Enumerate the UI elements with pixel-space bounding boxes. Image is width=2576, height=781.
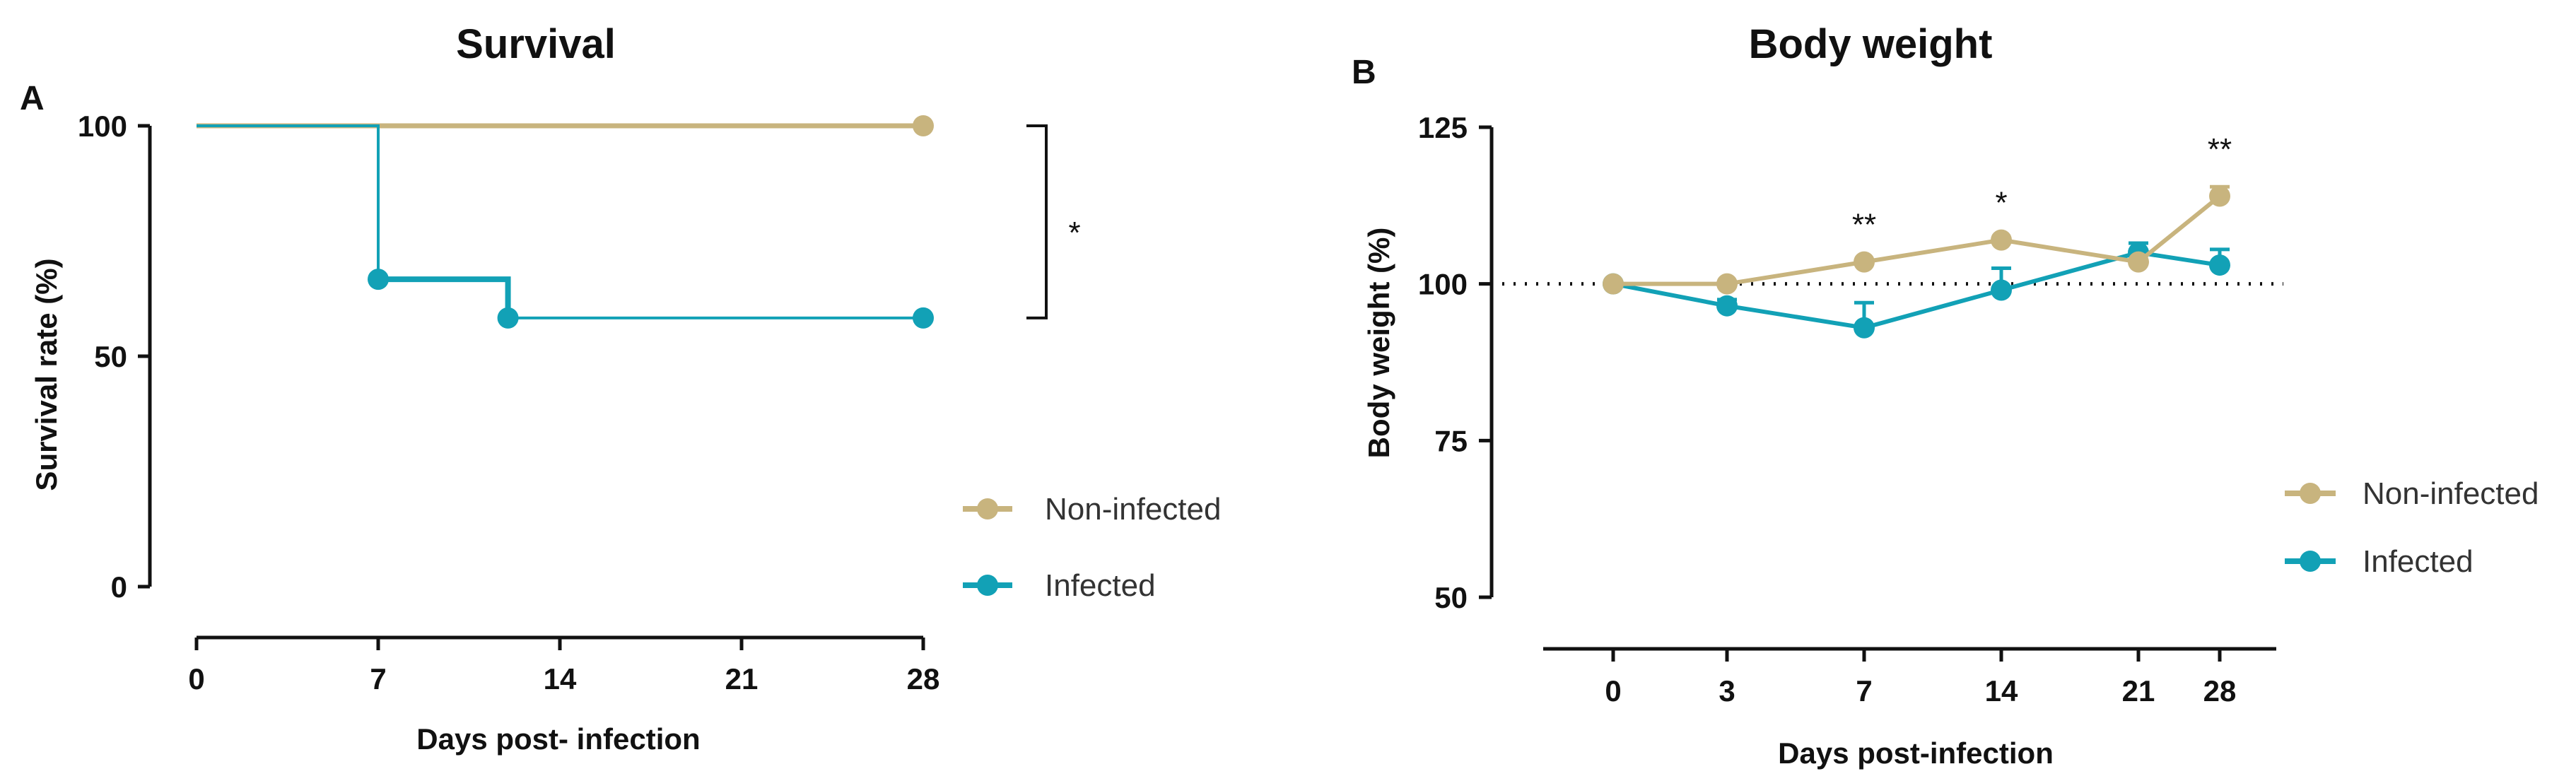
panel-b-x-tick-label: 3 — [1719, 674, 1735, 707]
panel-a-x-tick-label: 7 — [370, 662, 386, 695]
panel-a-y-tick-label: 0 — [111, 570, 127, 604]
km-line-infected — [197, 124, 923, 319]
panel-b-series — [1603, 184, 2230, 339]
panel-b-x-label: Days post-infection — [1778, 736, 2054, 770]
panel-b-y-tick-label: 100 — [1418, 268, 1468, 301]
km-series-infected — [197, 124, 934, 329]
legend-label-non-infected: Non-infected — [1045, 492, 1221, 527]
legend-label-infected: Infected — [1045, 568, 1156, 603]
bw-line-infected — [1612, 250, 2220, 330]
panel-a-x-tick-label: 21 — [725, 662, 759, 695]
legend-label-non-infected: Non-infected — [2363, 476, 2539, 511]
panel-b: Body weight B 50 75 100 125 0 3 7 14 21 28 Body … — [1352, 21, 2539, 770]
panel-b-y-tick-label: 75 — [1434, 424, 1468, 457]
panel-b-y-label: Body weight (%) — [1362, 228, 1395, 459]
panel-b-legend-infected: Infected — [2285, 544, 2473, 579]
significance-star: ** — [2208, 132, 2232, 167]
panel-a-legend-non-infected: Non-infected — [963, 492, 1221, 527]
significance-star: ** — [1852, 208, 1876, 242]
panel-a-series — [197, 115, 934, 329]
panel-b-y-tick-label: 125 — [1418, 111, 1468, 144]
panel-b-letter: B — [1352, 54, 1376, 91]
panel-a-x-tick-label: 0 — [188, 662, 204, 695]
bw-marker-infected — [2209, 254, 2230, 276]
km-step-infected — [378, 276, 511, 318]
panel-b-x-tick-label: 14 — [1985, 674, 2018, 707]
panel-b-x-tick-label: 7 — [1856, 674, 1872, 707]
panel-a-x-tick-label: 14 — [544, 662, 577, 695]
panel-a: Survival A 0 50 100 0 7 14 21 28 Survival rate… — [20, 21, 1221, 756]
panel-b-y-tick-label: 50 — [1434, 581, 1468, 614]
bw-marker-non-infected — [1854, 251, 1875, 273]
panel-b-title: Body weight — [1749, 21, 1993, 67]
panel-b-x-tick-label: 21 — [2122, 674, 2155, 707]
km-marker-infected — [497, 307, 519, 329]
legend-label-infected: Infected — [2363, 544, 2473, 579]
panel-b-legend: Non-infected Infected — [2285, 476, 2539, 579]
panel-a-legend: Non-infected Infected — [963, 492, 1221, 603]
bw-marker-non-infected — [2209, 185, 2230, 207]
bw-marker-infected — [1991, 279, 2012, 301]
panel-b-legend-non-infected: Non-infected — [2285, 476, 2539, 511]
bw-marker-non-infected — [1716, 273, 1738, 295]
bw-series-non-infected — [1603, 184, 2230, 295]
bw-marker-infected — [1854, 317, 1875, 339]
panel-a-legend-infected: Infected — [963, 568, 1156, 603]
legend-marker-non-infected — [977, 498, 998, 519]
legend-marker-infected — [2300, 551, 2321, 572]
panel-b-x-ticks: 0 3 7 14 21 28 — [1605, 649, 2236, 707]
panel-a-significance: * — [1026, 124, 1081, 319]
panel-a-x-tick-label: 28 — [907, 662, 940, 695]
legend-marker-non-infected — [2300, 483, 2321, 504]
panel-b-x-tick-label: 28 — [2203, 674, 2237, 707]
panel-a-title: Survival — [456, 21, 616, 67]
panel-b-x-tick-label: 0 — [1605, 674, 1621, 707]
bw-marker-non-infected — [2128, 251, 2149, 273]
significance-star: * — [1995, 186, 2007, 221]
panel-a-significance-star: * — [1068, 216, 1080, 250]
bw-line-non-infected — [1613, 194, 2221, 286]
panel-a-y-tick-label: 100 — [78, 110, 127, 143]
km-marker-infected — [368, 269, 389, 290]
panel-a-x-label: Days post- infection — [416, 722, 700, 756]
panel-a-significance-bracket — [1026, 124, 1048, 319]
panel-a-y-ticks: 0 50 100 — [78, 110, 150, 604]
panel-b-y-ticks: 50 75 100 125 — [1418, 111, 1492, 614]
panel-a-x-ticks: 0 7 14 21 28 — [188, 638, 939, 695]
panel-a-letter: A — [20, 80, 45, 117]
bw-marker-infected — [1716, 295, 1738, 317]
legend-marker-infected — [977, 575, 998, 596]
bw-marker-non-infected — [1991, 229, 2012, 251]
panel-a-y-tick-label: 50 — [94, 340, 127, 373]
km-marker-infected — [913, 307, 934, 329]
km-marker-non-infected — [913, 115, 934, 136]
bw-marker-non-infected — [1603, 273, 1624, 295]
panel-b-significance: ***** — [1852, 132, 2232, 242]
panel-a-y-label: Survival rate (%) — [30, 258, 63, 491]
